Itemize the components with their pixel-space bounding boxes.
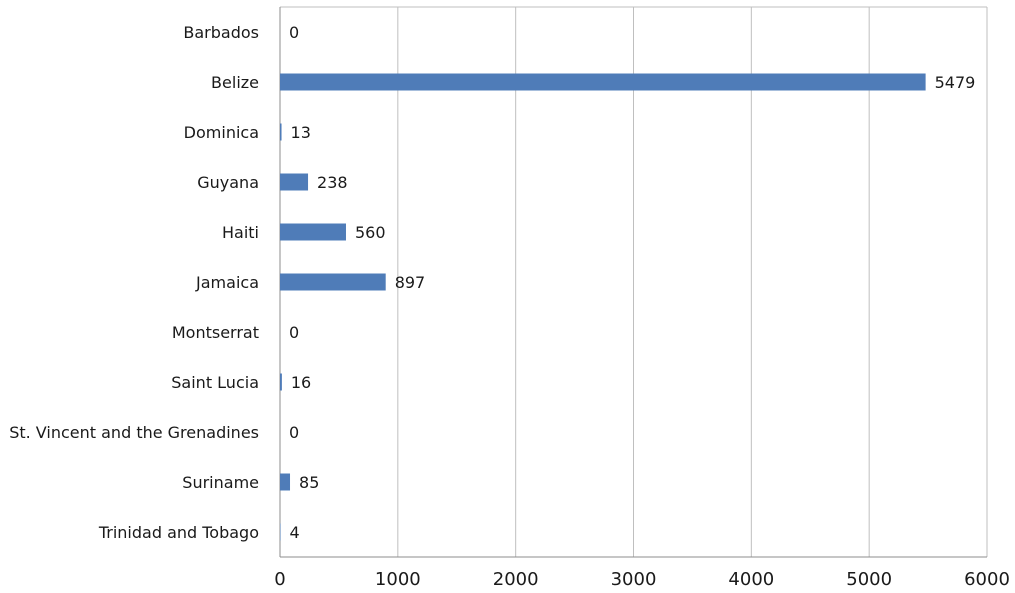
bar-dominica <box>280 123 282 141</box>
x-tick-label-4000: 4000 <box>728 569 774 590</box>
data-label-jamaica: 897 <box>395 273 426 292</box>
bar-suriname <box>280 473 291 491</box>
data-labels: 0 5479 13 238 560 897 0 16 0 85 4 <box>289 23 975 542</box>
bar-belize <box>280 73 926 91</box>
data-label-haiti: 560 <box>355 223 386 242</box>
category-label-haiti: Haiti <box>222 223 259 242</box>
bar-jamaica <box>280 273 386 291</box>
data-label-suriname: 85 <box>299 473 319 492</box>
data-label-barbados: 0 <box>289 23 299 42</box>
data-label-belize: 5479 <box>935 73 976 92</box>
bars <box>280 73 926 541</box>
x-tick-label-5000: 5000 <box>846 569 892 590</box>
x-tick-label-3000: 3000 <box>611 569 657 590</box>
category-label-guyana: Guyana <box>197 173 259 192</box>
x-tick-label-0: 0 <box>274 569 285 590</box>
bar-saint-lucia <box>280 373 282 391</box>
data-label-dominica: 13 <box>291 123 311 142</box>
x-axis-tick-labels: 0 1000 2000 3000 4000 5000 6000 <box>274 569 1010 590</box>
x-tick-label-1000: 1000 <box>375 569 421 590</box>
category-label-saint-lucia: Saint Lucia <box>171 373 259 392</box>
category-label-trinidad-and-tobago: Trinidad and Tobago <box>98 523 259 542</box>
bar-haiti <box>280 223 346 241</box>
x-tick-label-2000: 2000 <box>493 569 539 590</box>
category-label-suriname: Suriname <box>182 473 259 492</box>
data-label-montserrat: 0 <box>289 323 299 342</box>
data-label-saint-lucia: 16 <box>291 373 311 392</box>
category-label-st-vincent-and-the-grenadines: St. Vincent and the Grenadines <box>9 423 259 442</box>
data-label-trinidad-and-tobago: 4 <box>289 523 299 542</box>
category-label-dominica: Dominica <box>184 123 259 142</box>
category-labels: Barbados Belize Dominica Guyana Haiti Jamaica… <box>9 23 259 542</box>
category-label-belize: Belize <box>211 73 259 92</box>
category-label-barbados: Barbados <box>183 23 259 42</box>
x-tick-label-6000: 6000 <box>964 569 1010 590</box>
bar-guyana <box>280 173 309 191</box>
grid-lines <box>279 6 988 558</box>
data-label-st-vincent-and-the-grenadines: 0 <box>289 423 299 442</box>
category-label-jamaica: Jamaica <box>195 273 259 292</box>
category-label-montserrat: Montserrat <box>172 323 259 342</box>
data-label-guyana: 238 <box>317 173 348 192</box>
